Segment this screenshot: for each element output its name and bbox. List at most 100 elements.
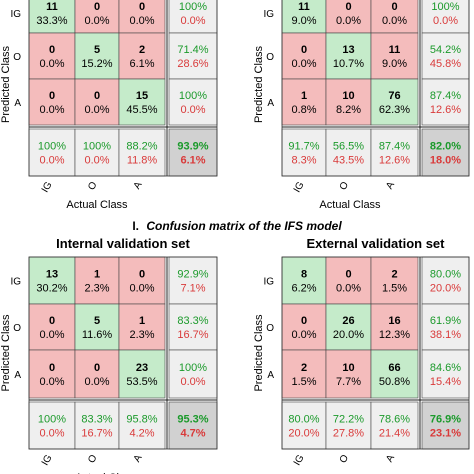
cell-count: 0 (139, 1, 145, 13)
cell-count: 10 (342, 362, 354, 374)
overall-error: 18.0% (430, 155, 461, 167)
matrix-cell: 0 0.0% (74, 78, 120, 126)
cell-count: 0 (94, 362, 100, 374)
cell-correct-bg (370, 78, 419, 126)
cell-count: 2 (301, 362, 307, 374)
matrix-frame (281, 256, 470, 450)
cell-count: 11 (46, 1, 58, 13)
summary-error-rate: 12.6% (379, 155, 410, 167)
matrix-cell: 0 0.0% (28, 32, 76, 80)
summary-bg (325, 128, 372, 177)
summary-error-rate: 16.7% (81, 428, 112, 440)
cell-correct-bg (370, 349, 419, 399)
matrix-cell: 5 15.2% (74, 32, 120, 80)
cell-count: 0 (94, 90, 100, 102)
confusion-matrix-top-left: 1133.3%00.0%00.0%00.0%515.2%26.1%00.0%00… (0, 0, 218, 211)
matrix-cell: 13 30.2% (28, 256, 76, 305)
cell-wrong-bg (281, 303, 327, 351)
row-tick-label: IG (263, 9, 274, 20)
cell-count: 0 (345, 1, 351, 13)
cell-wrong-bg (28, 32, 76, 80)
summary-bg (325, 401, 372, 450)
row-tick-label: O (13, 52, 21, 63)
summary-correct-rate: 72.2% (333, 414, 364, 426)
cell-count: 13 (46, 269, 58, 281)
x-axis-label: Actual Cl (75, 472, 119, 474)
col-summary-cell: 78.6% 21.4% (370, 401, 419, 450)
cell-percent: 50.8% (379, 376, 410, 388)
summary-correct-rate: 100% (38, 141, 66, 153)
row-summary-cell: 54.2% 45.8% (421, 32, 470, 80)
total-bg (421, 401, 470, 450)
summary-bg (168, 349, 218, 399)
cell-count: 0 (49, 90, 55, 102)
col-tick-label: A (384, 180, 397, 192)
cell-count: 11 (389, 44, 401, 56)
cell-percent: 15.2% (81, 58, 112, 70)
col-summary-cell: 88.2% 11.8% (118, 128, 166, 177)
cell-wrong-bg (370, 32, 419, 80)
cell-count: 2 (391, 269, 397, 281)
cell-percent: 0.0% (84, 15, 109, 27)
cell-wrong-bg (74, 349, 120, 399)
cell-percent: 7.7% (336, 376, 361, 388)
cell-percent: 1.5% (291, 376, 316, 388)
cell-count: 0 (49, 315, 55, 327)
cell-wrong-bg (28, 349, 76, 399)
cell-correct-bg (28, 256, 76, 305)
total-bg (168, 128, 218, 177)
matrix-frame (28, 256, 218, 450)
cell-count: 16 (388, 315, 400, 327)
col-tick-label: IG (40, 453, 55, 468)
overall-accuracy-cell: 93.9% 6.1% (168, 128, 218, 177)
col-tick-label: O (338, 180, 352, 192)
summary-correct-rate: 100% (179, 362, 207, 374)
cell-percent: 2.3% (84, 283, 109, 295)
summary-bg (168, 78, 218, 126)
summary-error-rate: 0.0% (433, 15, 458, 27)
row-summary-cell: 100% 0.0% (421, 0, 470, 34)
cell-percent: 6.1% (129, 58, 154, 70)
cell-percent: 6.2% (291, 283, 316, 295)
cell-correct-bg (74, 32, 120, 80)
summary-correct-rate: 78.6% (379, 414, 410, 426)
summary-bg (421, 349, 470, 399)
row-summary-cell: 71.4% 28.6% (168, 32, 218, 80)
y-axis-label: Predicted Class (253, 45, 265, 123)
summary-error-rate: 0.0% (180, 104, 205, 116)
matrix-cell: 11 9.0% (281, 0, 327, 34)
cell-count: 1 (301, 90, 307, 102)
summary-correct-rate: 88.2% (126, 141, 157, 153)
cell-percent: 20.0% (333, 329, 364, 341)
col-tick-label: A (132, 180, 145, 192)
cell-count: 0 (139, 269, 145, 281)
summary-correct-rate: 91.7% (288, 141, 319, 153)
col-tick-label: O (338, 453, 352, 465)
row-tick-label: A (14, 370, 21, 381)
cell-percent: 0.0% (39, 329, 64, 341)
summary-correct-rate: 71.4% (177, 44, 208, 56)
col-tick-label: A (384, 453, 397, 465)
col-summary-cell: 87.4% 12.6% (370, 128, 419, 177)
summary-error-rate: 8.3% (291, 155, 316, 167)
summary-bg (118, 401, 166, 450)
cell-wrong-bg (118, 303, 166, 351)
cell-count: 0 (301, 44, 307, 56)
cell-wrong-bg (118, 32, 166, 80)
row-summary-cell: 84.6% 15.4% (421, 349, 470, 399)
cell-wrong-bg (118, 256, 166, 305)
matrix-title: External validation set (307, 236, 446, 251)
summary-correct-rate: 95.8% (126, 414, 157, 426)
matrix-cell: 0 0.0% (28, 349, 76, 399)
cell-count: 76 (388, 90, 400, 102)
cell-percent: 45.5% (126, 104, 157, 116)
cell-percent: 9.0% (291, 15, 316, 27)
cell-percent: 0.0% (84, 376, 109, 388)
cell-count: 23 (136, 362, 148, 374)
summary-error-rate: 0.0% (180, 376, 205, 388)
summary-correct-rate: 83.3% (177, 315, 208, 327)
cell-wrong-bg (370, 256, 419, 305)
summary-bg (28, 128, 76, 177)
cell-correct-bg (325, 32, 372, 80)
cell-percent: 0.0% (129, 15, 154, 27)
